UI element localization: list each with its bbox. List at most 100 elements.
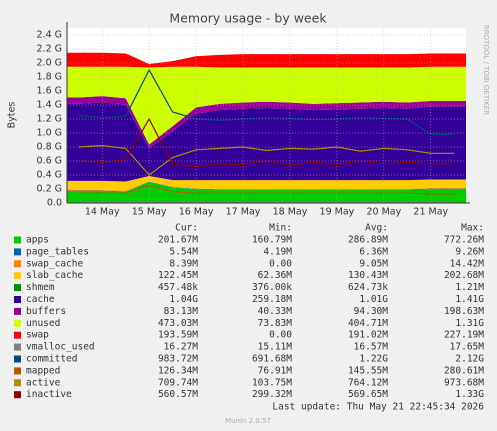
area-apps [67,182,466,203]
x-tick-label: 20 May [366,207,401,218]
chart-title: Memory usage - by week [169,11,327,26]
legend-stat: 560.57M [158,389,198,400]
area-unused [67,66,466,145]
y-tick-label: 0.2 G [37,184,63,195]
legend-stat: 569.65M [348,389,388,400]
legend-stat: 9.05M [359,258,388,269]
legend-swatch [14,319,21,327]
legend-stat: 4.19M [263,246,292,257]
legend-swatch [14,367,21,375]
legend-stat: 1.41G [455,294,484,305]
legend-swatch [14,391,21,399]
legend-stat: 8.39M [169,258,198,269]
line-active [78,144,455,176]
legend-stat: 280.61M [444,365,484,376]
legend-stat: 16.27M [164,342,199,353]
legend-stat: 16.57M [354,342,389,353]
legend-stat: 160.79M [252,235,292,246]
legend-stat: 286.89M [348,235,388,246]
legend-stat: 0.00 [269,258,292,269]
area-shmem [67,175,466,182]
y-tick-label: 2.2 G [37,44,63,55]
legend-stat: 259.18M [252,294,292,305]
y-tick-label: 2.0 G [37,58,63,69]
legend-stat: 103.75M [252,377,292,388]
legend-swatch [14,331,21,339]
legend-swatch [14,343,21,351]
legend-stat: 624.73k [348,282,388,293]
legend-stat: 473.03M [158,318,198,329]
line-committed [78,68,455,135]
y-tick-label: 1.2 G [37,114,63,125]
legend-stat: 94.30M [354,306,389,317]
legend-header: Cur: [175,223,198,234]
legend-label: mapped [26,365,60,376]
legend-stat: 1.22G [359,354,388,365]
legend-label: inactive [26,389,72,400]
legend-stat: 709.74M [158,377,198,388]
legend-stat: 6.36M [359,246,388,257]
legend-swatch [14,284,21,292]
legend-stat: 0.00 [269,330,292,341]
legend-stat: 1.33G [455,389,484,400]
legend-label: vmalloc_used [26,342,95,353]
side-text: RRDTOOL / TOBI OETIKER [482,25,490,115]
legend-stat: 15.11M [258,342,293,353]
legend-label: shmem [26,282,55,293]
line-mapped [78,184,455,195]
x-tick-label: 14 May [85,207,120,218]
area-swap [67,52,466,68]
legend-stat: 62.36M [258,270,293,281]
legend-stat: 299.32M [252,389,292,400]
y-tick-label: 2.4 G [37,30,63,41]
legend-stat: 17.65M [450,342,485,353]
legend-stat: 9.26M [455,246,484,257]
x-tick-label: 18 May [273,207,308,218]
legend-swatch [14,379,21,387]
line-inactive [78,117,455,168]
legend-label: apps [26,235,49,246]
legend-stat: 126.34M [158,365,198,376]
last-update: Last update: Thu May 21 22:45:34 2026 [272,402,484,413]
legend-stat: 73.83M [258,318,293,329]
legend-stat: 130.43M [348,270,388,281]
legend-label: swap_cache [26,258,83,269]
area-buffers [67,96,466,148]
y-tick-label: 0.4 G [37,170,63,181]
y-tick-label: 1.4 G [37,100,63,111]
legend-stat: 83.13M [164,306,199,317]
legend-swatch [14,236,21,244]
legend-stat: 1.21M [455,282,484,293]
legend-swatch [14,272,21,280]
legend-stat: 198.63M [444,306,484,317]
legend-stat: 227.19M [444,330,484,341]
legend-stat: 76.91M [258,365,293,376]
y-tick-label: 1.6 G [37,86,63,97]
legend-label: swap [26,330,49,341]
legend-label: unused [26,318,60,329]
x-tick-label: 17 May [226,207,261,218]
legend-stat: 14.42M [450,258,485,269]
legend-swatch [14,296,21,303]
legend-stat: 202.68M [444,270,484,281]
legend-swatch [14,248,21,256]
legend-swatch [14,260,21,268]
legend-stat: 457.48k [158,282,198,293]
y-tick-label: 1.0 G [37,128,63,139]
legend-header: Max: [461,223,484,234]
y-tick-label: 0.0 [47,198,62,209]
y-tick-label: 0.6 G [37,156,63,167]
y-tick-label: 1.8 G [37,72,63,83]
legend-header: Avg: [365,223,388,234]
legend-label: active [26,377,61,388]
legend-swatch [14,307,21,315]
x-tick-label: 16 May [179,207,214,218]
legend-stat: 973.68M [444,377,484,388]
legend-stat: 404.71M [348,318,388,329]
legend-stat: 193.59M [158,330,198,341]
y-tick-label: 0.8 G [37,142,63,153]
legend-stat: 122.45M [158,270,198,281]
legend-stat: 5.54M [169,246,198,257]
